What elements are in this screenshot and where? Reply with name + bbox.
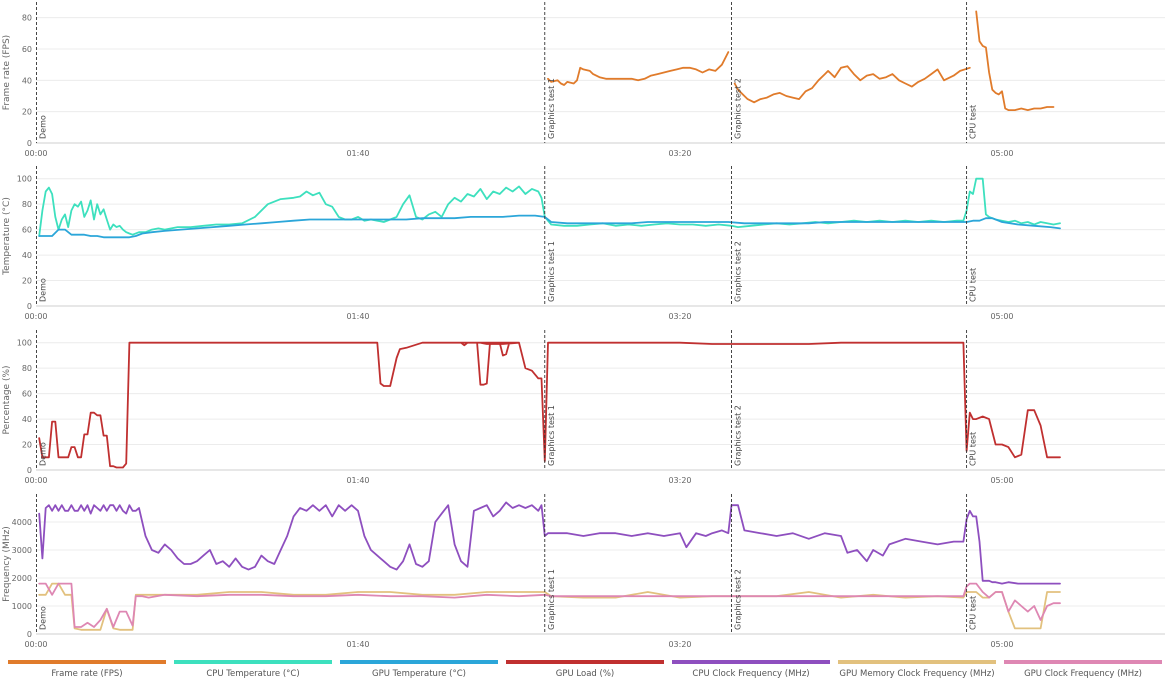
test-marker-label: Graphics test 2	[734, 78, 743, 139]
x-tick-label: 05:00	[990, 476, 1013, 485]
test-marker-label: Graphics test 2	[734, 405, 743, 466]
y-tick-label: 0	[27, 139, 32, 148]
x-tick-label: 03:20	[668, 476, 691, 485]
y-tick-label: 0	[27, 302, 32, 311]
y-tick-label: 60	[22, 226, 32, 235]
legend-label: GPU Memory Clock Frequency (MHz)	[839, 669, 994, 679]
x-tick-label: 03:20	[668, 312, 691, 321]
test-marker-label: Graphics test 2	[734, 241, 743, 302]
y-axis-label: Percentage (%)	[2, 365, 12, 434]
x-tick-label: 05:00	[990, 312, 1013, 321]
test-marker-label: Graphics test 1	[547, 405, 556, 466]
x-tick-label: 05:00	[990, 149, 1013, 158]
legend-label: Frame rate (FPS)	[51, 669, 122, 679]
series-line-3-0	[38, 501, 1061, 585]
y-tick-label: 2000	[12, 574, 32, 583]
panel-0: 0 20 40 60 80 Frame rate (FPS) 00:00 01:40 03:20…	[2, 2, 1165, 158]
legend-label: GPU Temperature (°C)	[372, 669, 466, 679]
legend-swatch	[672, 660, 830, 664]
y-tick-label: 20	[22, 277, 32, 286]
y-tick-label: 4000	[12, 518, 32, 527]
y-tick-label: 20	[22, 108, 32, 117]
legend-swatch	[1004, 660, 1162, 664]
y-tick-label: 3000	[12, 546, 32, 555]
test-marker-label: CPU test	[969, 105, 978, 139]
y-tick-label: 80	[22, 200, 32, 209]
y-tick-label: 60	[22, 45, 32, 54]
x-tick-label: 00:00	[24, 476, 47, 485]
test-marker-label: CPU test	[969, 432, 978, 466]
x-tick-label: 00:00	[24, 312, 47, 321]
y-tick-label: 100	[17, 339, 32, 348]
legend-label: GPU Load (%)	[556, 669, 614, 679]
y-axis-label: Temperature (°C)	[2, 197, 12, 276]
test-marker-label: Graphics test 1	[547, 569, 556, 630]
legend-swatch	[506, 660, 664, 664]
y-tick-label: 20	[22, 441, 32, 450]
series-line-0-0	[547, 10, 1055, 111]
y-tick-label: 40	[22, 415, 32, 424]
x-tick-label: 03:20	[668, 640, 691, 649]
test-marker-label: Demo	[39, 278, 48, 302]
series-line-3-2	[38, 582, 1061, 628]
test-marker-label: Graphics test 1	[547, 78, 556, 139]
legend-label: CPU Temperature (°C)	[206, 669, 299, 679]
x-tick-label: 01:40	[346, 312, 369, 321]
test-marker-label: CPU test	[969, 268, 978, 302]
legend-swatch	[8, 660, 166, 664]
test-marker-label: Graphics test 2	[734, 569, 743, 630]
legend-swatch	[174, 660, 332, 664]
panel-1: 0 20 40 60 80 100 Temperature (°C) 00:00 01:40 03…	[2, 166, 1165, 321]
legend-label: CPU Clock Frequency (MHz)	[692, 669, 809, 679]
y-tick-label: 80	[22, 14, 32, 23]
x-tick-label: 01:40	[346, 640, 369, 649]
x-tick-label: 00:00	[24, 640, 47, 649]
y-tick-label: 40	[22, 76, 32, 85]
y-tick-label: 100	[17, 175, 32, 184]
y-tick-label: 0	[27, 630, 32, 639]
y-axis-label: Frame rate (FPS)	[2, 35, 12, 110]
x-tick-label: 03:20	[668, 149, 691, 158]
test-marker-label: Graphics test 1	[547, 241, 556, 302]
y-tick-label: 0	[27, 466, 32, 475]
series-line-2-0	[38, 341, 1061, 469]
panel-2: 0 20 40 60 80 100 Percentage (%) 00:00 01:40 03:2…	[2, 330, 1165, 485]
y-tick-label: 80	[22, 364, 32, 373]
legend-swatch	[340, 660, 498, 664]
y-tick-label: 1000	[12, 602, 32, 611]
legend-swatch	[838, 660, 996, 664]
series-line-1-0	[38, 177, 1061, 237]
x-tick-label: 05:00	[990, 640, 1013, 649]
legend-label: GPU Clock Frequency (MHz)	[1024, 669, 1142, 679]
y-tick-label: 60	[22, 390, 32, 399]
test-marker-label: CPU test	[969, 596, 978, 630]
test-marker-label: Demo	[39, 442, 48, 466]
x-tick-label: 01:40	[346, 476, 369, 485]
test-marker-label: Demo	[39, 606, 48, 630]
y-tick-label: 40	[22, 251, 32, 260]
test-marker-label: Demo	[39, 115, 48, 139]
x-tick-label: 01:40	[346, 149, 369, 158]
series-line-1-1	[38, 214, 1061, 239]
x-tick-label: 00:00	[24, 149, 47, 158]
legend: Frame rate (FPS) CPU Temperature (°C) GPU …	[8, 660, 1162, 679]
y-axis-label: Frequency (MHz)	[2, 526, 12, 602]
